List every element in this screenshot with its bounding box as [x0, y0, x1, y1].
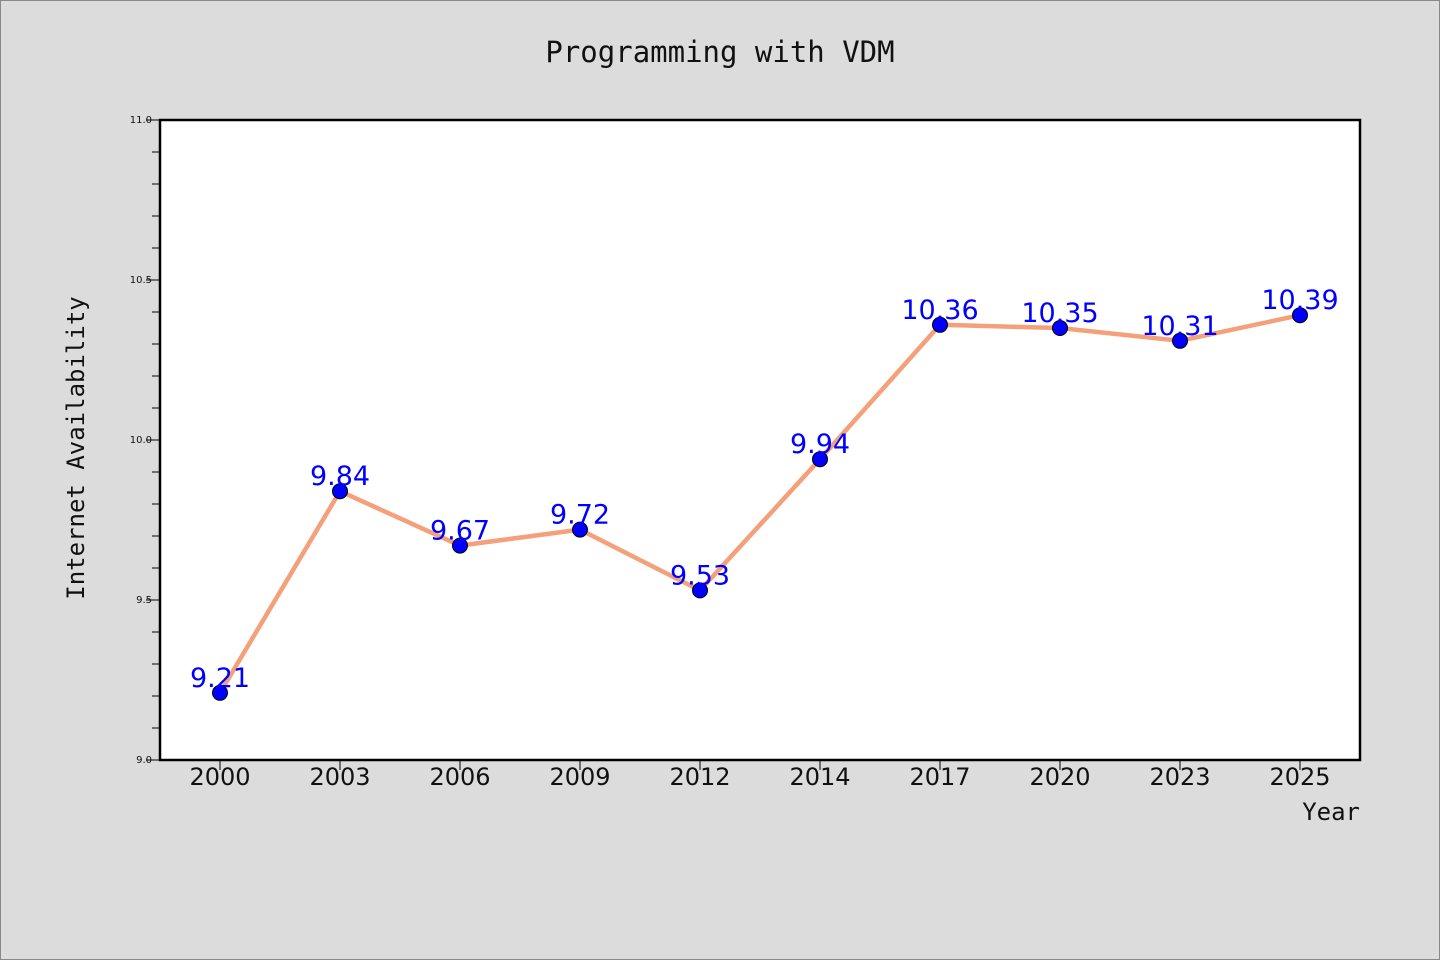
- y-tick-label: 9.0: [136, 755, 152, 766]
- data-point: [212, 684, 228, 701]
- plot-frame: [158, 118, 1362, 762]
- x-tick-label: 2025: [1269, 763, 1330, 791]
- x-tick-label: 2023: [1149, 763, 1210, 791]
- x-axis-label: Year: [1302, 798, 1360, 826]
- data-label: 9.53: [670, 560, 730, 591]
- data-label: 9.72: [550, 500, 610, 531]
- data-point: [332, 483, 348, 500]
- series-line: [217, 312, 1303, 696]
- x-tick-label: 2000: [189, 763, 250, 791]
- data-point: [692, 582, 708, 599]
- data-point: [812, 451, 828, 468]
- x-tick-label: 2014: [789, 763, 850, 791]
- data-point: [1172, 332, 1188, 349]
- data-point: [452, 537, 468, 554]
- y-tick-label: 10.5: [130, 275, 152, 286]
- data-point: [932, 316, 948, 333]
- data-labels: 9.21 9.84 9.67 9.72 9.53 9.94 10.36 10.35 10.31 1…: [190, 285, 1339, 694]
- data-label: 10.36: [901, 295, 978, 326]
- data-label: 10.31: [1141, 311, 1218, 342]
- y-axis-ticks: 9.0 9.5 10.0 10.5 11.0: [130, 115, 160, 766]
- x-tick-label: 2006: [429, 763, 490, 791]
- data-label: 9.84: [310, 461, 370, 492]
- x-tick-label: 2003: [309, 763, 370, 791]
- x-tick-label: 2020: [1029, 763, 1090, 791]
- data-point: [1292, 307, 1308, 324]
- data-label: 9.21: [190, 663, 250, 694]
- x-tick-label: 2009: [549, 763, 610, 791]
- data-label: 9.67: [430, 516, 490, 547]
- data-label: 10.35: [1021, 298, 1098, 329]
- chart-title: Programming with VDM: [545, 35, 894, 69]
- y-tick-label: 10.0: [130, 435, 152, 446]
- x-axis-ticks: 2000 2003 2006 2009 2012 2014 2017 2020 2023 2025: [189, 760, 1331, 791]
- y-tick-label: 9.5: [136, 595, 152, 606]
- series-markers: [212, 307, 1308, 701]
- data-point: [1052, 320, 1068, 336]
- x-tick-label: 2012: [669, 763, 730, 791]
- data-point: [572, 521, 588, 538]
- data-label: 10.39: [1261, 285, 1338, 316]
- data-label: 9.94: [790, 429, 850, 460]
- y-axis-label: Internet Availability: [62, 296, 90, 599]
- x-tick-label: 2017: [909, 763, 970, 791]
- y-tick-label: 11.0: [130, 115, 152, 126]
- plot-area: [160, 120, 1360, 760]
